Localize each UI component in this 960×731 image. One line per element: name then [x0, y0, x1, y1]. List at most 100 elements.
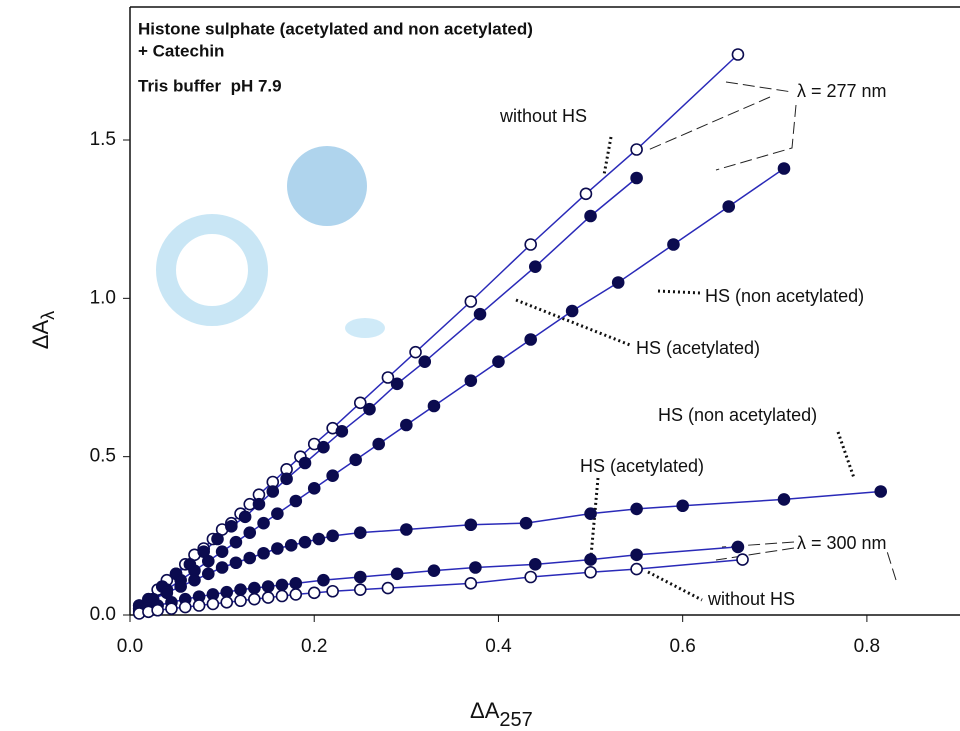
data-point — [585, 567, 596, 578]
data-point — [631, 564, 642, 575]
data-point — [244, 527, 255, 538]
data-point — [778, 494, 789, 505]
data-point — [300, 537, 311, 548]
data-point — [175, 581, 186, 592]
data-point — [567, 306, 578, 317]
data-point — [778, 163, 789, 174]
data-point — [419, 356, 430, 367]
leader — [658, 291, 700, 293]
data-point — [221, 597, 232, 608]
data-point — [313, 534, 324, 545]
x-axis-label: ΔA257 — [470, 698, 533, 731]
data-point — [631, 144, 642, 155]
y-label-main: ΔA — [28, 319, 53, 349]
data-point — [249, 594, 260, 605]
data-point — [309, 587, 320, 598]
data-point — [470, 562, 481, 573]
data-point — [290, 589, 301, 600]
data-point — [525, 572, 536, 583]
annotation: without HS — [499, 106, 587, 126]
x-tick-label: 0.2 — [301, 636, 327, 657]
title: + Catechin — [138, 41, 224, 60]
data-point — [286, 540, 297, 551]
data-point — [217, 546, 228, 557]
y-tick-label: 1.0 — [90, 287, 116, 308]
data-point — [235, 595, 246, 606]
x-tick-label: 0.0 — [117, 636, 143, 657]
data-point — [355, 527, 366, 538]
data-point — [428, 565, 439, 576]
annotation: HS (non acetylated) — [705, 286, 864, 306]
data-point — [207, 598, 218, 609]
data-point — [465, 578, 476, 589]
leader — [648, 572, 702, 600]
data-point — [263, 581, 274, 592]
data-point — [585, 211, 596, 222]
data-point — [732, 49, 743, 60]
annotation: HS (acetylated) — [580, 456, 704, 476]
data-point — [382, 583, 393, 594]
data-point — [613, 277, 624, 288]
stain — [166, 224, 258, 316]
data-point — [525, 334, 536, 345]
data-point — [309, 483, 320, 494]
data-point — [465, 296, 476, 307]
data-point — [631, 503, 642, 514]
data-point — [875, 486, 886, 497]
data-point — [258, 548, 269, 559]
annotation: λ = 300 nm — [797, 533, 887, 553]
data-point — [465, 375, 476, 386]
dashed-leader — [648, 82, 796, 170]
data-point — [272, 508, 283, 519]
chart: Histone sulphate (acetylated and non ace… — [0, 0, 960, 731]
data-point — [194, 600, 205, 611]
x-label-main: ΔA — [470, 698, 500, 723]
data-point — [677, 500, 688, 511]
data-point — [410, 347, 421, 358]
data-point — [373, 439, 384, 450]
data-point — [290, 496, 301, 507]
data-point — [521, 518, 532, 529]
data-point — [249, 583, 260, 594]
data-point — [631, 173, 642, 184]
annotation: λ = 277 nm — [797, 81, 887, 101]
data-point — [475, 309, 486, 320]
data-point — [276, 579, 287, 590]
data-point — [180, 602, 191, 613]
data-point — [235, 584, 246, 595]
data-point — [281, 473, 292, 484]
leader — [838, 432, 854, 478]
x-tick-label: 0.6 — [669, 636, 695, 657]
data-point — [217, 562, 228, 573]
data-point — [530, 261, 541, 272]
data-point — [263, 592, 274, 603]
data-point — [318, 442, 329, 453]
data-point — [230, 557, 241, 568]
data-point — [355, 584, 366, 595]
data-point — [401, 420, 412, 431]
x-label-sub: 257 — [499, 709, 532, 731]
data-point — [240, 511, 251, 522]
data-point — [723, 201, 734, 212]
data-point — [631, 549, 642, 560]
y-label-sub: λ — [38, 311, 58, 320]
background-stain — [166, 146, 385, 338]
data-point — [465, 519, 476, 530]
data-point — [166, 603, 177, 614]
data-point — [327, 530, 338, 541]
stain — [345, 318, 385, 338]
data-point — [300, 458, 311, 469]
data-point — [732, 541, 743, 552]
data-point — [290, 578, 301, 589]
annotation: without HS — [707, 589, 795, 609]
data-point — [737, 554, 748, 565]
x-tick-label: 0.8 — [854, 636, 880, 657]
data-point — [212, 534, 223, 545]
data-point — [244, 553, 255, 564]
data-point — [253, 499, 264, 510]
y-tick-label: 0.0 — [90, 604, 116, 625]
stain — [287, 146, 367, 226]
y-tick-label: 0.5 — [90, 446, 116, 467]
data-point — [336, 426, 347, 437]
data-point — [318, 575, 329, 586]
